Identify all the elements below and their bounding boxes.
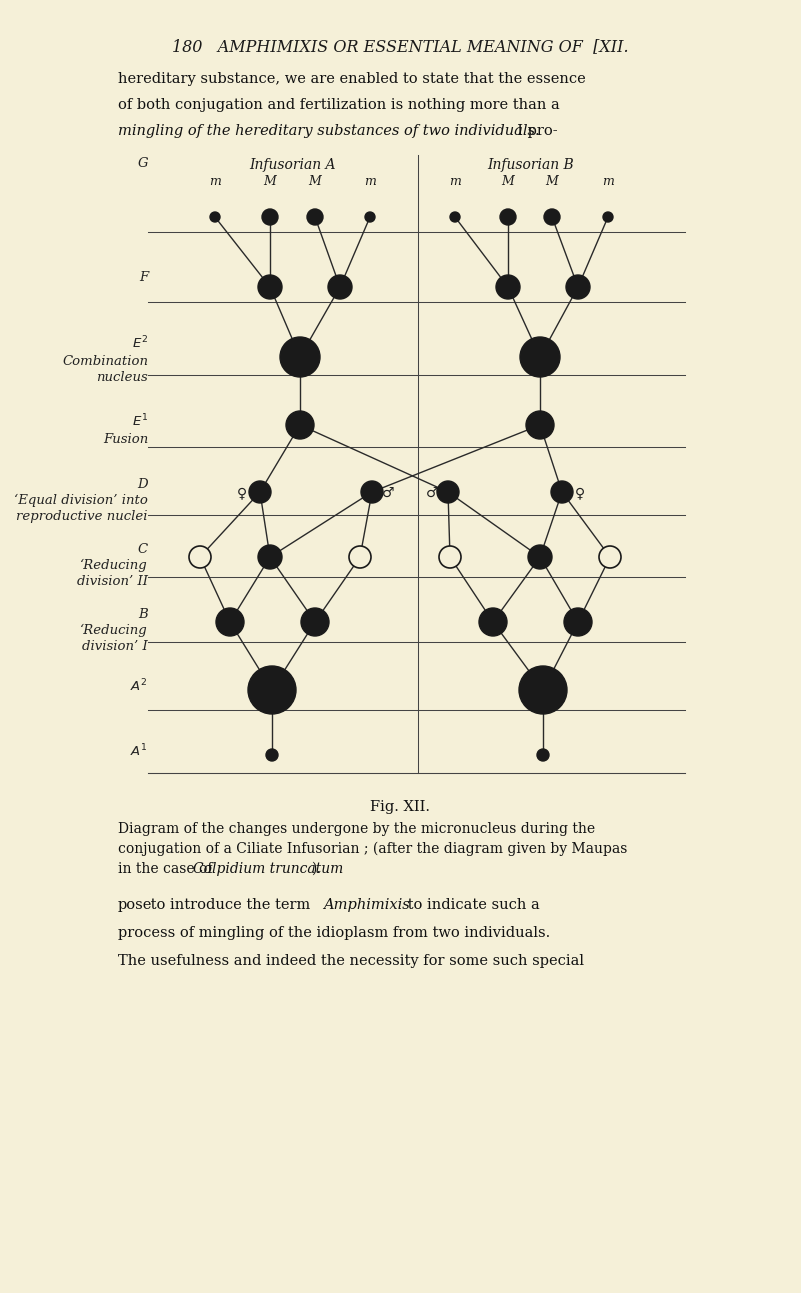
Circle shape xyxy=(249,481,271,503)
Circle shape xyxy=(526,411,554,440)
Circle shape xyxy=(599,546,621,568)
Circle shape xyxy=(286,411,314,440)
Circle shape xyxy=(248,666,296,714)
Text: The usefulness and indeed the necessity for some such special: The usefulness and indeed the necessity … xyxy=(118,954,584,968)
Circle shape xyxy=(210,212,220,222)
Text: mingling of the hereditary substances of two individuals.: mingling of the hereditary substances of… xyxy=(118,124,540,138)
Text: 180   AMPHIMIXIS OR ESSENTIAL MEANING OF  [XII.: 180 AMPHIMIXIS OR ESSENTIAL MEANING OF [… xyxy=(171,37,628,56)
Text: of both conjugation and fertilization is nothing more than a: of both conjugation and fertilization is… xyxy=(118,98,560,112)
Text: Diagram of the changes undergone by the micronucleus during the: Diagram of the changes undergone by the … xyxy=(118,822,595,837)
Text: D
‘Equal division’ into
reproductive nuclei: D ‘Equal division’ into reproductive nuc… xyxy=(14,478,148,524)
Circle shape xyxy=(301,608,329,636)
Text: ♂: ♂ xyxy=(382,486,394,500)
Circle shape xyxy=(216,608,244,636)
Text: to indicate such a: to indicate such a xyxy=(403,899,540,912)
Circle shape xyxy=(519,666,567,714)
Text: ♀: ♀ xyxy=(575,486,585,500)
Circle shape xyxy=(479,608,507,636)
Text: m: m xyxy=(449,175,461,187)
Circle shape xyxy=(258,275,282,299)
Text: $E^1$
Fusion: $E^1$ Fusion xyxy=(103,412,148,446)
Text: Amphimixis: Amphimixis xyxy=(323,899,410,912)
Circle shape xyxy=(365,212,375,222)
Text: M: M xyxy=(501,175,514,187)
Text: ).: ). xyxy=(311,862,320,875)
Text: process of mingling of the idioplasm from two individuals.: process of mingling of the idioplasm fro… xyxy=(118,926,550,940)
Text: B
‘Reducing
division’ I: B ‘Reducing division’ I xyxy=(80,608,148,653)
Text: to introduce the term: to introduce the term xyxy=(146,899,315,912)
Circle shape xyxy=(537,749,549,762)
Circle shape xyxy=(266,749,278,762)
Circle shape xyxy=(361,481,383,503)
Text: m: m xyxy=(364,175,376,187)
Text: F: F xyxy=(139,272,148,284)
Circle shape xyxy=(189,546,211,568)
Text: $A^2$: $A^2$ xyxy=(131,678,148,694)
Circle shape xyxy=(280,337,320,378)
Text: m: m xyxy=(602,175,614,187)
Text: m: m xyxy=(209,175,221,187)
Text: I pro-: I pro- xyxy=(508,124,557,138)
Text: ♂: ♂ xyxy=(426,486,438,500)
Text: pose: pose xyxy=(118,899,152,912)
Text: M: M xyxy=(308,175,321,187)
Text: in the case of: in the case of xyxy=(118,862,217,875)
Text: hereditary substance, we are enabled to state that the essence: hereditary substance, we are enabled to … xyxy=(118,72,586,87)
Circle shape xyxy=(603,212,613,222)
Circle shape xyxy=(496,275,520,299)
Text: conjugation of a Ciliate Infusorian ; (after the diagram given by Maupas: conjugation of a Ciliate Infusorian ; (a… xyxy=(118,842,627,856)
Text: Colpidium truncatum: Colpidium truncatum xyxy=(193,862,344,875)
Circle shape xyxy=(349,546,371,568)
Text: $E^2$
Combination
nucleus: $E^2$ Combination nucleus xyxy=(62,335,148,384)
Text: M: M xyxy=(545,175,558,187)
Circle shape xyxy=(551,481,573,503)
Circle shape xyxy=(564,608,592,636)
Text: ♀: ♀ xyxy=(237,486,247,500)
Circle shape xyxy=(262,209,278,225)
Text: Infusorian B: Infusorian B xyxy=(487,158,574,172)
Text: Fig. XII.: Fig. XII. xyxy=(370,800,430,815)
Circle shape xyxy=(450,212,460,222)
Circle shape xyxy=(528,546,552,569)
Circle shape xyxy=(328,275,352,299)
Circle shape xyxy=(439,546,461,568)
Circle shape xyxy=(566,275,590,299)
Circle shape xyxy=(258,546,282,569)
Text: $A^1$: $A^1$ xyxy=(131,743,148,759)
Text: G: G xyxy=(138,156,148,169)
Circle shape xyxy=(437,481,459,503)
Text: C
‘Reducing
division’ II: C ‘Reducing division’ II xyxy=(77,543,148,588)
Circle shape xyxy=(520,337,560,378)
Text: M: M xyxy=(264,175,276,187)
Circle shape xyxy=(544,209,560,225)
Text: Infusorian A: Infusorian A xyxy=(249,158,336,172)
Circle shape xyxy=(307,209,323,225)
Circle shape xyxy=(500,209,516,225)
